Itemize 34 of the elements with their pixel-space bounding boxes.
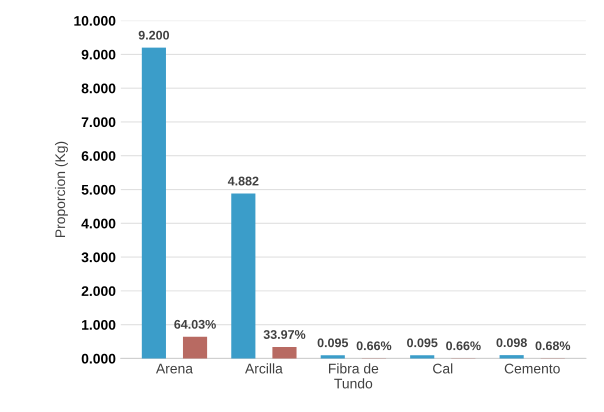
bar — [500, 355, 524, 358]
bar — [231, 194, 256, 358]
data-label: 33.97% — [264, 330, 306, 339]
y-tick-label: 2.000 — [82, 286, 116, 296]
y-tick-label: 10.000 — [74, 16, 116, 26]
data-label: 0.66% — [446, 341, 481, 350]
data-label: 64.03% — [174, 320, 216, 329]
bar — [320, 355, 345, 358]
bar — [182, 336, 208, 358]
data-label: 4.882 — [228, 176, 258, 186]
x-tick-label: Cemento — [504, 364, 560, 374]
x-tick-label: Cal — [433, 363, 452, 374]
y-tick-label: 3.000 — [82, 252, 116, 262]
bar — [272, 346, 297, 358]
y-tick-label: 5.000 — [82, 184, 116, 195]
y-tick-label: 0.000 — [82, 354, 116, 364]
y-tick-label: 7.000 — [82, 117, 116, 128]
bar — [142, 48, 166, 358]
data-label: 0.095 — [407, 338, 438, 348]
bar — [410, 355, 434, 358]
x-tick-label: Fibra de Tundo — [329, 363, 378, 388]
data-label: 0.68% — [536, 341, 570, 350]
y-tick-label: 6.000 — [82, 151, 116, 161]
x-tick-label: Arcilla — [245, 363, 283, 374]
x-tick-label: Arena — [156, 364, 193, 374]
y-tick-label: 8.000 — [82, 84, 116, 94]
data-label: 0.098 — [496, 338, 527, 348]
y-tick-label: 1.000 — [82, 320, 116, 330]
data-label: 0.66% — [356, 341, 392, 350]
y-tick-label: 9.000 — [82, 50, 116, 60]
data-label: 9.200 — [138, 30, 170, 40]
y-tick-label: 4.000 — [81, 218, 116, 228]
y-axis-title: Proporcion (Kg) — [54, 142, 68, 238]
data-label: 0.095 — [318, 338, 348, 348]
